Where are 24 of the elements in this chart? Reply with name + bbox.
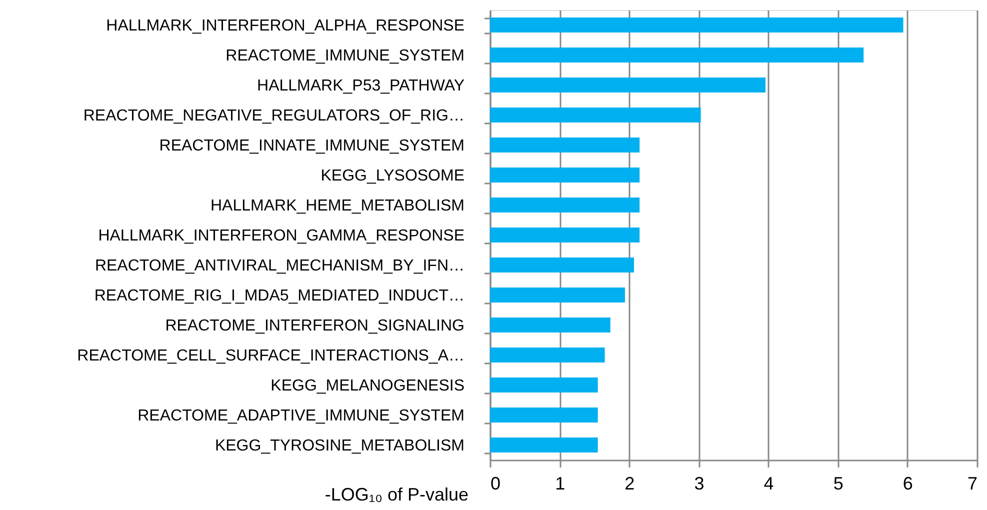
y-tick-label: HALLMARK_P53_PATHWAY xyxy=(257,78,465,94)
x-tick-label: 0 xyxy=(490,474,501,494)
y-tick-label: KEGG_TYROSINE_METABOLISM xyxy=(214,438,464,454)
x-tick-label: 5 xyxy=(833,474,844,494)
y-tick-label: HALLMARK_INTERFERON_GAMMA_RESPONSE xyxy=(98,228,464,244)
x-tick-label: 6 xyxy=(902,474,913,494)
x-tick-label: 7 xyxy=(967,474,978,494)
y-tick-label: REACTOME_INNATE_IMMUNE_SYSTEM xyxy=(159,138,464,154)
y-tick-label: HALLMARK_HEME_METABOLISM xyxy=(210,198,464,214)
y-tick-label: REACTOME_RIG_I_MDA5_MEDIATED_INDUCT… xyxy=(94,288,464,304)
y-tick-label: REACTOME_INTERFERON_SIGNALING xyxy=(165,318,464,334)
y-tick-label: REACTOME_ADAPTIVE_IMMUNE_SYSTEM xyxy=(138,408,464,424)
x-tick-label: 4 xyxy=(764,474,774,494)
x-tick-label: 2 xyxy=(624,474,635,494)
y-tick-label: HALLMARK_INTERFERON_ALPHA_RESPONSE xyxy=(106,18,464,34)
y-tick-label: KEGG_LYSOSOME xyxy=(320,168,464,184)
y-tick-label: REACTOME_CELL_SURFACE_INTERACTIONS_A… xyxy=(77,348,464,364)
y-tick-label: REACTOME_IMMUNE_SYSTEM xyxy=(226,48,464,64)
y-tick-label: KEGG_MELANOGENESIS xyxy=(270,378,464,394)
x-axis-title: -LOG₁₀ of P-value xyxy=(324,484,468,504)
x-tick-label: 3 xyxy=(694,474,704,494)
x-tick-label: 1 xyxy=(555,474,566,494)
y-tick-label: REACTOME_ANTIVIRAL_MECHANISM_BY_IFN… xyxy=(94,258,464,274)
y-tick-label: REACTOME_NEGATIVE_REGULATORS_OF_RIG… xyxy=(83,108,464,124)
